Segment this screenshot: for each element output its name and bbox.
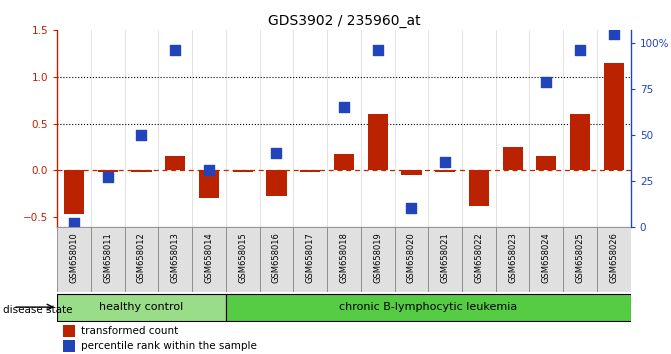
Text: percentile rank within the sample: percentile rank within the sample <box>81 341 257 352</box>
Point <box>372 47 383 53</box>
Text: chronic B-lymphocytic leukemia: chronic B-lymphocytic leukemia <box>339 302 517 312</box>
Bar <box>293 227 327 292</box>
Bar <box>158 227 192 292</box>
Text: GSM658012: GSM658012 <box>137 232 146 282</box>
Title: GDS3902 / 235960_at: GDS3902 / 235960_at <box>268 14 420 28</box>
Bar <box>462 227 496 292</box>
Text: GSM658020: GSM658020 <box>407 232 416 282</box>
Bar <box>563 227 597 292</box>
Text: disease state: disease state <box>3 305 73 315</box>
Text: healthy control: healthy control <box>99 302 184 312</box>
Point <box>136 132 147 138</box>
Bar <box>132 170 152 172</box>
Bar <box>233 170 253 172</box>
Bar <box>428 227 462 292</box>
Point <box>575 47 586 53</box>
Text: GSM658022: GSM658022 <box>474 232 483 282</box>
Text: GSM658016: GSM658016 <box>272 232 281 283</box>
Point <box>170 47 180 53</box>
Text: GSM658014: GSM658014 <box>205 232 213 282</box>
Point <box>406 205 417 211</box>
Bar <box>260 227 293 292</box>
Text: GSM658013: GSM658013 <box>170 232 180 283</box>
Bar <box>91 227 125 292</box>
Bar <box>327 227 361 292</box>
Text: GSM658010: GSM658010 <box>69 232 79 282</box>
Point <box>203 167 214 172</box>
Text: transformed count: transformed count <box>81 326 178 336</box>
Text: GSM658026: GSM658026 <box>609 232 619 283</box>
Bar <box>536 156 556 170</box>
Bar <box>395 227 428 292</box>
Point <box>271 150 282 156</box>
Text: GSM658023: GSM658023 <box>508 232 517 283</box>
Bar <box>529 227 563 292</box>
Bar <box>57 293 225 321</box>
Bar <box>64 170 84 215</box>
Bar <box>496 227 529 292</box>
Point <box>68 220 79 226</box>
Text: GSM658025: GSM658025 <box>576 232 584 282</box>
Bar <box>97 170 118 172</box>
Bar <box>597 227 631 292</box>
Bar <box>266 170 287 196</box>
Bar <box>63 340 75 353</box>
Bar <box>361 227 395 292</box>
Text: GSM658017: GSM658017 <box>305 232 315 283</box>
Bar <box>368 114 388 170</box>
Bar <box>125 227 158 292</box>
Bar <box>469 170 489 206</box>
Text: GSM658015: GSM658015 <box>238 232 247 282</box>
Bar <box>300 170 320 172</box>
Text: GSM658019: GSM658019 <box>373 232 382 282</box>
Text: GSM658018: GSM658018 <box>340 232 348 283</box>
Bar <box>333 154 354 170</box>
Text: GSM658011: GSM658011 <box>103 232 112 282</box>
Text: GSM658024: GSM658024 <box>542 232 551 282</box>
Bar <box>192 227 225 292</box>
Bar <box>57 227 91 292</box>
Bar <box>604 63 624 170</box>
Text: GSM658021: GSM658021 <box>441 232 450 282</box>
Bar <box>401 170 421 175</box>
Bar <box>225 227 260 292</box>
Point <box>440 159 450 165</box>
Point <box>541 79 552 84</box>
Bar <box>503 147 523 170</box>
Bar <box>63 325 75 337</box>
Bar <box>199 170 219 199</box>
Point <box>339 104 350 110</box>
Bar <box>225 293 631 321</box>
Bar <box>570 114 590 170</box>
Point <box>102 174 113 180</box>
Point <box>609 31 619 36</box>
Bar <box>165 156 185 170</box>
Bar <box>435 170 455 172</box>
